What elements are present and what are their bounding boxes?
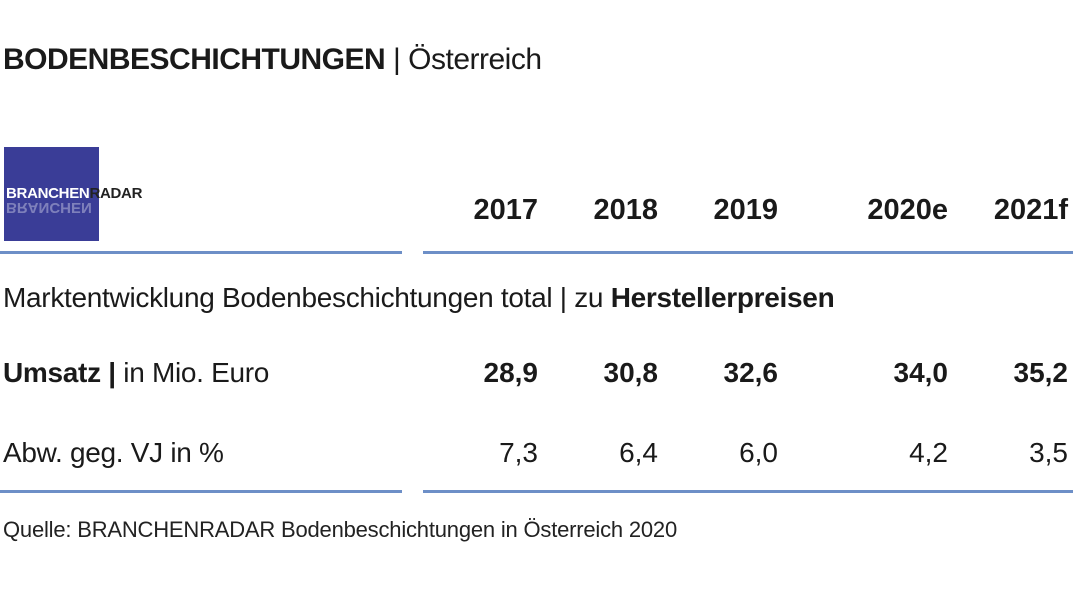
header-rule-left — [0, 251, 402, 254]
title-main: BODENBESCHICHTUNGEN — [3, 43, 386, 76]
logo-text-radar: RADAR — [89, 185, 143, 202]
column-header-2021f: 2021f — [993, 194, 1068, 226]
table-cell: 6,4 — [619, 437, 658, 468]
table-cell: 32,6 — [723, 357, 779, 388]
table-cell: 7,3 — [499, 437, 538, 468]
row-label-rest: Abw. geg. VJ in % — [3, 437, 224, 468]
branchenradar-logo: BRANCHENRADAR BRANCHEN — [4, 147, 142, 241]
logo-text-branchen: BRANCHEN — [6, 185, 90, 202]
header-rule-right — [423, 251, 1073, 254]
table-cell: 28,9 — [483, 357, 539, 388]
column-header-2017: 2017 — [473, 194, 538, 226]
logo-reflection: BRANCHEN — [6, 199, 92, 216]
footer-rule-right — [423, 490, 1073, 493]
table-cell: 35,2 — [1013, 357, 1069, 388]
row-label-umsatz: Umsatz | in Mio. Euro — [3, 353, 269, 393]
table-cell: 30,8 — [603, 357, 659, 388]
row-label-bold: Umsatz | — [3, 357, 116, 388]
subtitle-emphasis: Herstellerpreisen — [610, 282, 835, 313]
column-header-2020e: 2020e — [867, 194, 948, 226]
title-separator: | — [385, 43, 409, 76]
page-title: BODENBESCHICHTUNGEN | Österreich — [3, 40, 542, 80]
column-header-2019: 2019 — [713, 194, 778, 226]
row-label-abweichung: Abw. geg. VJ in % — [3, 433, 224, 473]
row-label-rest: in Mio. Euro — [115, 357, 270, 388]
source-note: Quelle: BRANCHENRADAR Bodenbeschichtunge… — [3, 517, 678, 542]
footer-rule-left — [0, 490, 402, 493]
column-header-2018: 2018 — [593, 194, 658, 226]
subtitle-prefix: Marktentwicklung Bodenbeschichtungen tot… — [3, 282, 611, 313]
table-cell: 34,0 — [893, 357, 949, 388]
table-cell: 6,0 — [739, 437, 778, 468]
logo-wordmark: BRANCHENRADAR — [6, 185, 142, 202]
table-cell: 3,5 — [1029, 437, 1068, 468]
table-cell: 4,2 — [909, 437, 948, 468]
table-subtitle: Marktentwicklung Bodenbeschichtungen tot… — [3, 278, 835, 318]
title-region: Österreich — [408, 43, 542, 76]
